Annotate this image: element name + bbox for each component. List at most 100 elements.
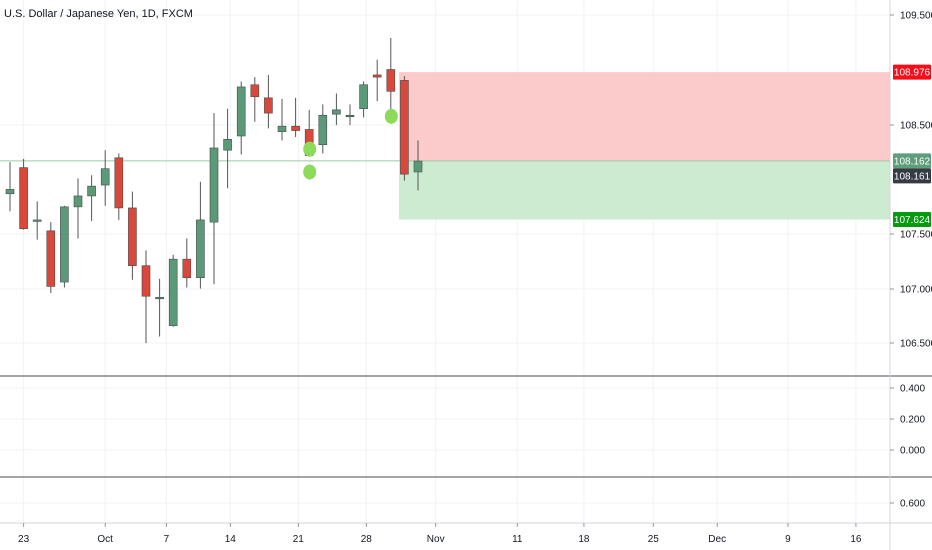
y-tick-label: 108.500 [900,121,932,132]
entry-price-tag-bg [893,153,931,169]
y-tick-label: 0.200 [900,415,925,426]
y-tick-label: 0.400 [900,384,925,395]
candle[interactable] [155,278,164,337]
candle[interactable] [236,81,246,155]
stop-loss-price-tag-text: 108.976 [894,68,931,79]
candle[interactable] [345,104,355,126]
take-profit-price-tag-text: 107.624 [894,215,931,226]
entry-price-tag-text: 108.162 [894,156,931,167]
candle-body [196,219,205,278]
candle-body [264,97,273,114]
y-tick-label: 107.000 [900,285,932,296]
candle-body [168,258,178,326]
candle[interactable] [19,158,28,230]
candle-body [332,109,341,115]
price-axis[interactable]: 109.500 108.500 107.500 107.000 106.500 [890,11,932,350]
entry-price-tag: 108.162 [893,153,931,169]
candle[interactable] [413,140,423,191]
symbol-title: U.S. Dollar / Japanese Yen, 1D, FXCM [4,8,193,20]
candle[interactable] [46,222,56,293]
x-tick-label: 23 [18,534,30,545]
candle[interactable] [264,74,273,129]
x-tick-label: 18 [578,534,590,545]
signal-marker-dot [303,141,317,157]
candle-body [359,84,368,110]
candle[interactable] [32,201,42,240]
candle[interactable] [223,108,232,189]
candle-body [318,114,328,146]
x-tick-label: 14 [225,534,237,545]
candle-body [100,168,110,186]
price-candles[interactable] [5,37,423,344]
candle[interactable] [209,113,219,285]
y-tick-label: 0.600 [900,499,925,510]
candle-body [5,189,15,195]
x-tick-label: 11 [512,534,523,545]
signal-marker-dot [303,164,317,180]
candle-body [372,74,382,78]
candle-body [114,157,124,209]
candle[interactable] [141,250,151,344]
candle-body [209,147,219,223]
y-tick-label: 107.500 [900,230,932,241]
candle-body [19,167,28,229]
y-tick-label: 109.500 [900,11,932,22]
candle[interactable] [277,98,287,141]
candle[interactable] [100,150,110,206]
candle-body [250,84,260,98]
candle-body [155,297,164,300]
candle-body [60,206,69,283]
candle[interactable] [114,153,124,220]
candle[interactable] [291,97,300,138]
take-profit-price-tag-bg [893,211,931,227]
candle[interactable] [182,238,192,288]
candle-body [141,265,151,297]
candle-body [386,69,396,92]
candle[interactable] [73,178,83,239]
candle-body [32,219,42,222]
candle-body [46,230,56,287]
position-zones [0,72,890,220]
indicator-axis-1[interactable]: 0.400 0.200 0.000 [890,384,925,457]
signal-marker-dot [384,108,398,124]
candle[interactable] [128,191,137,280]
candle-body [236,86,246,137]
indicator-axis-2[interactable]: 0.600 [890,499,925,510]
candle-body [413,160,423,173]
signal-markers [303,108,398,180]
candle[interactable] [318,104,328,154]
candle-body [277,125,287,132]
x-tick-label: Dec [708,534,726,545]
candle-body [128,207,137,266]
x-tick-label: Oct [97,534,113,545]
y-tick-label: 0.000 [900,446,925,457]
candle-body [87,185,96,197]
candle-body [223,138,232,151]
time-axis[interactable]: 23 Oct 7 14 21 28 Nov 11 18 25 Dec 9 16 [18,523,862,545]
candle[interactable] [359,81,368,118]
last-price-tag-text: 108.161 [894,171,931,182]
candle[interactable] [168,254,178,327]
stop-loss-zone [399,72,890,161]
x-tick-label: 9 [785,534,791,545]
candle[interactable] [386,37,396,118]
x-tick-label: 25 [648,534,660,545]
take-profit-price-tag: 107.624 [893,211,931,227]
candle-body [73,195,83,208]
last-price-tag: 108.161 [893,168,931,184]
stop-loss-price-tag-bg [893,64,931,80]
candle[interactable] [250,77,260,122]
candle[interactable] [5,162,15,212]
candle[interactable] [87,175,96,222]
candle[interactable] [400,76,409,181]
candle-body [182,258,192,278]
price-tags: 108.976 108.162 108.161 107.624 [893,64,931,227]
candle[interactable] [332,93,341,126]
candle[interactable] [196,181,205,289]
candle[interactable] [372,59,382,102]
candle[interactable] [60,205,69,288]
x-tick-label: 21 [293,534,305,545]
stop-loss-price-tag: 108.976 [893,64,931,80]
